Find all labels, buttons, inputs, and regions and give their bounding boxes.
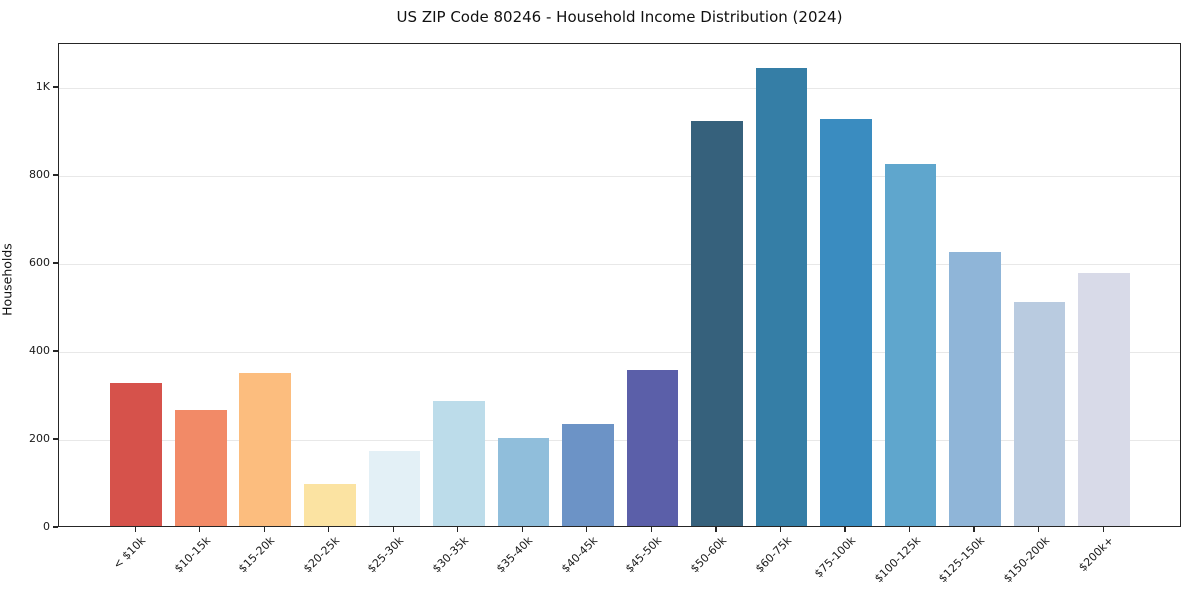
bar bbox=[884, 164, 937, 526]
x-tick-mark bbox=[650, 527, 653, 532]
bar bbox=[433, 401, 485, 526]
chart-title: US ZIP Code 80246 - Household Income Dis… bbox=[396, 8, 843, 26]
x-tick-mark bbox=[844, 527, 846, 532]
x-tick-label: $15-20k bbox=[236, 534, 278, 576]
bar bbox=[1013, 302, 1066, 526]
y-tick-mark bbox=[53, 438, 58, 440]
x-tick-mark bbox=[1102, 527, 1104, 532]
x-tick-label: $40-45k bbox=[558, 534, 601, 576]
y-tick-mark bbox=[53, 526, 58, 528]
bar bbox=[1078, 273, 1130, 526]
x-tick-label: $30-35k bbox=[429, 534, 472, 576]
x-tick-label: $50-60k bbox=[687, 534, 730, 576]
y-tick-label: 200 bbox=[29, 432, 50, 445]
x-tick-label: $75-100k bbox=[812, 534, 859, 581]
x-tick-label: $25-30k bbox=[365, 534, 407, 576]
x-tick-mark bbox=[908, 527, 911, 532]
x-tick-label: $20-25k bbox=[300, 534, 342, 576]
x-tick-mark bbox=[134, 527, 136, 532]
x-tick-mark bbox=[779, 527, 782, 532]
x-tick-mark bbox=[199, 527, 201, 532]
bar bbox=[239, 373, 292, 526]
bar bbox=[691, 121, 743, 526]
y-tick-label: 800 bbox=[29, 168, 50, 181]
gridline bbox=[59, 263, 1180, 265]
bar bbox=[562, 424, 614, 526]
x-tick-label: < $10k bbox=[110, 534, 149, 572]
y-tick-mark bbox=[53, 174, 58, 176]
gridline bbox=[59, 175, 1180, 177]
bar bbox=[949, 251, 1001, 526]
x-tick-label: $125-150k bbox=[936, 534, 988, 586]
bar bbox=[368, 451, 421, 526]
x-tick-mark bbox=[521, 527, 523, 532]
y-tick-mark bbox=[53, 262, 58, 264]
bar bbox=[626, 370, 679, 526]
gridline bbox=[59, 351, 1180, 353]
x-tick-label: $10-15k bbox=[171, 534, 213, 576]
x-tick-label: $60-75k bbox=[752, 534, 794, 576]
x-tick-label: $35-40k bbox=[494, 534, 536, 576]
x-tick-mark bbox=[1038, 527, 1040, 532]
x-tick-label: $200k+ bbox=[1076, 534, 1117, 575]
bar bbox=[303, 483, 356, 526]
x-tick-mark bbox=[586, 527, 588, 532]
x-tick-mark bbox=[457, 527, 459, 532]
x-tick-label: $45-50k bbox=[623, 534, 665, 576]
x-tick-label: $150-200k bbox=[1000, 534, 1052, 586]
y-tick-label: 600 bbox=[29, 256, 50, 269]
x-tick-label: $100-125k bbox=[871, 534, 923, 586]
bar bbox=[174, 410, 227, 526]
bar bbox=[497, 438, 550, 526]
x-tick-mark bbox=[328, 527, 330, 532]
y-tick-label: 0 bbox=[43, 520, 50, 533]
x-tick-mark bbox=[392, 527, 394, 532]
x-tick-mark bbox=[973, 527, 975, 532]
x-tick-mark bbox=[263, 527, 265, 532]
plot-area bbox=[58, 43, 1181, 527]
y-tick-mark bbox=[53, 86, 58, 88]
y-axis-label: Households bbox=[0, 243, 15, 316]
x-tick-mark bbox=[715, 527, 717, 532]
bar bbox=[755, 68, 808, 526]
y-tick-label: 1K bbox=[35, 80, 50, 93]
y-tick-label: 400 bbox=[29, 344, 50, 357]
bar bbox=[820, 118, 872, 526]
y-tick-mark bbox=[53, 350, 58, 352]
gridline bbox=[59, 87, 1180, 89]
bar bbox=[110, 383, 162, 526]
gridline bbox=[59, 439, 1180, 441]
